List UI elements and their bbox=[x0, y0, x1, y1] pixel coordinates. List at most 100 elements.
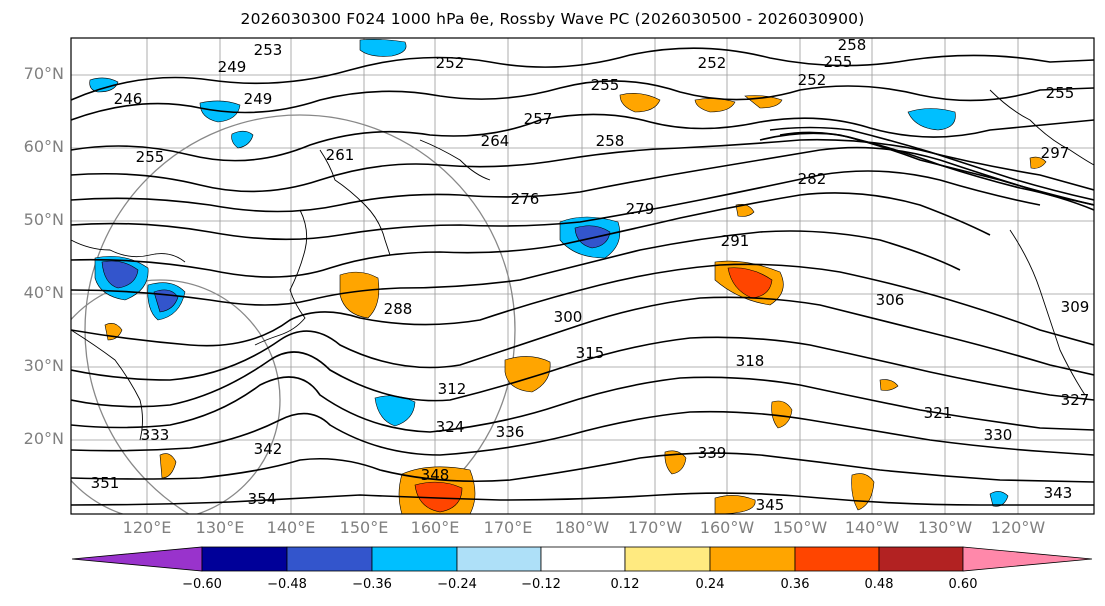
lon-label-150e: 150°E bbox=[339, 518, 389, 537]
pos-anomaly-16 bbox=[879, 379, 899, 391]
map-title: 2026030300 F024 1000 hPa θe, Rossby Wave… bbox=[240, 10, 865, 28]
contour-label: 258 bbox=[838, 36, 867, 54]
colorbar-tick: −0.24 bbox=[437, 577, 477, 592]
contour-label: 291 bbox=[721, 232, 750, 250]
colorbar-tick: 0.12 bbox=[610, 577, 640, 592]
colorbar-bin bbox=[709, 546, 796, 572]
contour-label: 246 bbox=[114, 90, 143, 108]
colorbar-tick: 0.48 bbox=[864, 577, 894, 592]
lon-label-170w: 170°W bbox=[627, 518, 683, 537]
colorbar-tick: 0.60 bbox=[948, 577, 978, 592]
neg-anomaly-9 bbox=[907, 108, 956, 131]
contour-label: 279 bbox=[626, 200, 655, 218]
lon-label-180w: 180°W bbox=[554, 518, 610, 537]
contour-label: 339 bbox=[698, 444, 727, 462]
colorbar-bin bbox=[540, 546, 626, 572]
lon-label-150w: 150°W bbox=[772, 518, 828, 537]
contour-label: 255 bbox=[824, 53, 853, 71]
contour-label: 282 bbox=[798, 170, 827, 188]
contour-label: 333 bbox=[141, 426, 170, 444]
neg-anomaly-1 bbox=[359, 39, 407, 57]
contour-label: 249 bbox=[244, 90, 273, 108]
pos-anomaly-1 bbox=[339, 271, 380, 319]
range-circles bbox=[71, 114, 516, 514]
colorbar-tick: 0.36 bbox=[780, 577, 810, 592]
colorbar-tick: −0.60 bbox=[182, 577, 222, 592]
contour-label: 261 bbox=[326, 146, 355, 164]
lat-label-70: 70°N bbox=[23, 64, 64, 83]
contour-label: 348 bbox=[421, 466, 450, 484]
lon-label-170e: 170°E bbox=[483, 518, 533, 537]
contour-label: 253 bbox=[254, 41, 283, 59]
contour-label: 255 bbox=[136, 148, 165, 166]
lon-label-120w: 120°W bbox=[990, 518, 1046, 537]
colorbar-extend-high bbox=[962, 546, 1093, 572]
colorbar-tick: −0.36 bbox=[352, 577, 392, 592]
pos-anomaly-11 bbox=[664, 450, 687, 475]
neg-anomaly-10 bbox=[989, 491, 1009, 507]
contour-label: 327 bbox=[1061, 391, 1090, 409]
contour-label: 255 bbox=[1046, 84, 1075, 102]
lon-label-160e: 160°E bbox=[410, 518, 460, 537]
contour-label: 300 bbox=[554, 308, 583, 326]
pc-shading bbox=[89, 39, 1047, 514]
lon-label-130e: 130°E bbox=[195, 518, 245, 537]
theta-e-contours bbox=[71, 47, 1094, 506]
contour-label: 345 bbox=[756, 496, 785, 514]
contour-label: 257 bbox=[524, 110, 553, 128]
map-frame bbox=[70, 37, 1095, 515]
contour-label: 343 bbox=[1044, 484, 1073, 502]
contour-label: 249 bbox=[218, 58, 247, 76]
colorbar-bin bbox=[456, 546, 542, 572]
contour-label: 306 bbox=[876, 291, 905, 309]
lat-label-50: 50°N bbox=[23, 210, 64, 229]
contour-label: 255 bbox=[591, 76, 620, 94]
lat-label-40: 40°N bbox=[23, 283, 64, 302]
colorbar-bin bbox=[201, 546, 288, 572]
lon-label-130w: 130°W bbox=[917, 518, 973, 537]
colorbar-tick: −0.48 bbox=[267, 577, 307, 592]
lon-label-120e: 120°E bbox=[122, 518, 172, 537]
contour-label: 252 bbox=[798, 71, 827, 89]
colorbar-bin bbox=[624, 546, 711, 572]
contour-label: 315 bbox=[576, 344, 605, 362]
lon-label-140e: 140°E bbox=[266, 518, 316, 537]
contour-label: 336 bbox=[496, 423, 525, 441]
contour-label: 252 bbox=[698, 54, 727, 72]
colorbar-bin bbox=[371, 546, 458, 572]
colorbar bbox=[71, 546, 1093, 572]
lat-label-30: 30°N bbox=[23, 356, 64, 375]
contour-label: 297 bbox=[1041, 144, 1070, 162]
colorbar-bin bbox=[794, 546, 880, 572]
contour-label: 264 bbox=[481, 132, 510, 150]
lat-label-60: 60°N bbox=[23, 137, 64, 156]
lon-label-160w: 160°W bbox=[699, 518, 755, 537]
contour-label: 318 bbox=[736, 352, 765, 370]
lon-label-140w: 140°W bbox=[844, 518, 900, 537]
pos-anomaly-9 bbox=[771, 400, 793, 429]
contour-label: 342 bbox=[254, 440, 283, 458]
colorbar-extend-low bbox=[71, 546, 203, 572]
lat-label-20: 20°N bbox=[23, 429, 64, 448]
contour-label: 330 bbox=[984, 426, 1013, 444]
contour-label: 351 bbox=[91, 474, 120, 492]
contour-label: 309 bbox=[1061, 298, 1090, 316]
pos-anomaly-6 bbox=[619, 93, 661, 113]
neg-anomaly-6-core bbox=[101, 260, 139, 289]
contour-label: 276 bbox=[511, 190, 540, 208]
contour-label: 324 bbox=[436, 418, 465, 436]
contour-label: 288 bbox=[384, 300, 413, 318]
coastlines bbox=[71, 89, 1094, 441]
contour-label: 252 bbox=[436, 54, 465, 72]
colorbar-tick: −0.12 bbox=[521, 577, 561, 592]
neg-anomaly-2 bbox=[89, 77, 119, 93]
contour-label: 312 bbox=[438, 380, 467, 398]
pos-anomaly-13 bbox=[159, 453, 177, 479]
pos-anomaly-2-core bbox=[727, 267, 773, 299]
colorbar-tick: 0.24 bbox=[695, 577, 725, 592]
pos-anomaly-15 bbox=[1029, 156, 1047, 169]
contour-labels: 253 258 249 252 252 255 246 249 255 252 … bbox=[91, 36, 1090, 514]
colorbar-bin bbox=[878, 546, 964, 572]
pos-anomaly-4-core bbox=[414, 481, 463, 513]
